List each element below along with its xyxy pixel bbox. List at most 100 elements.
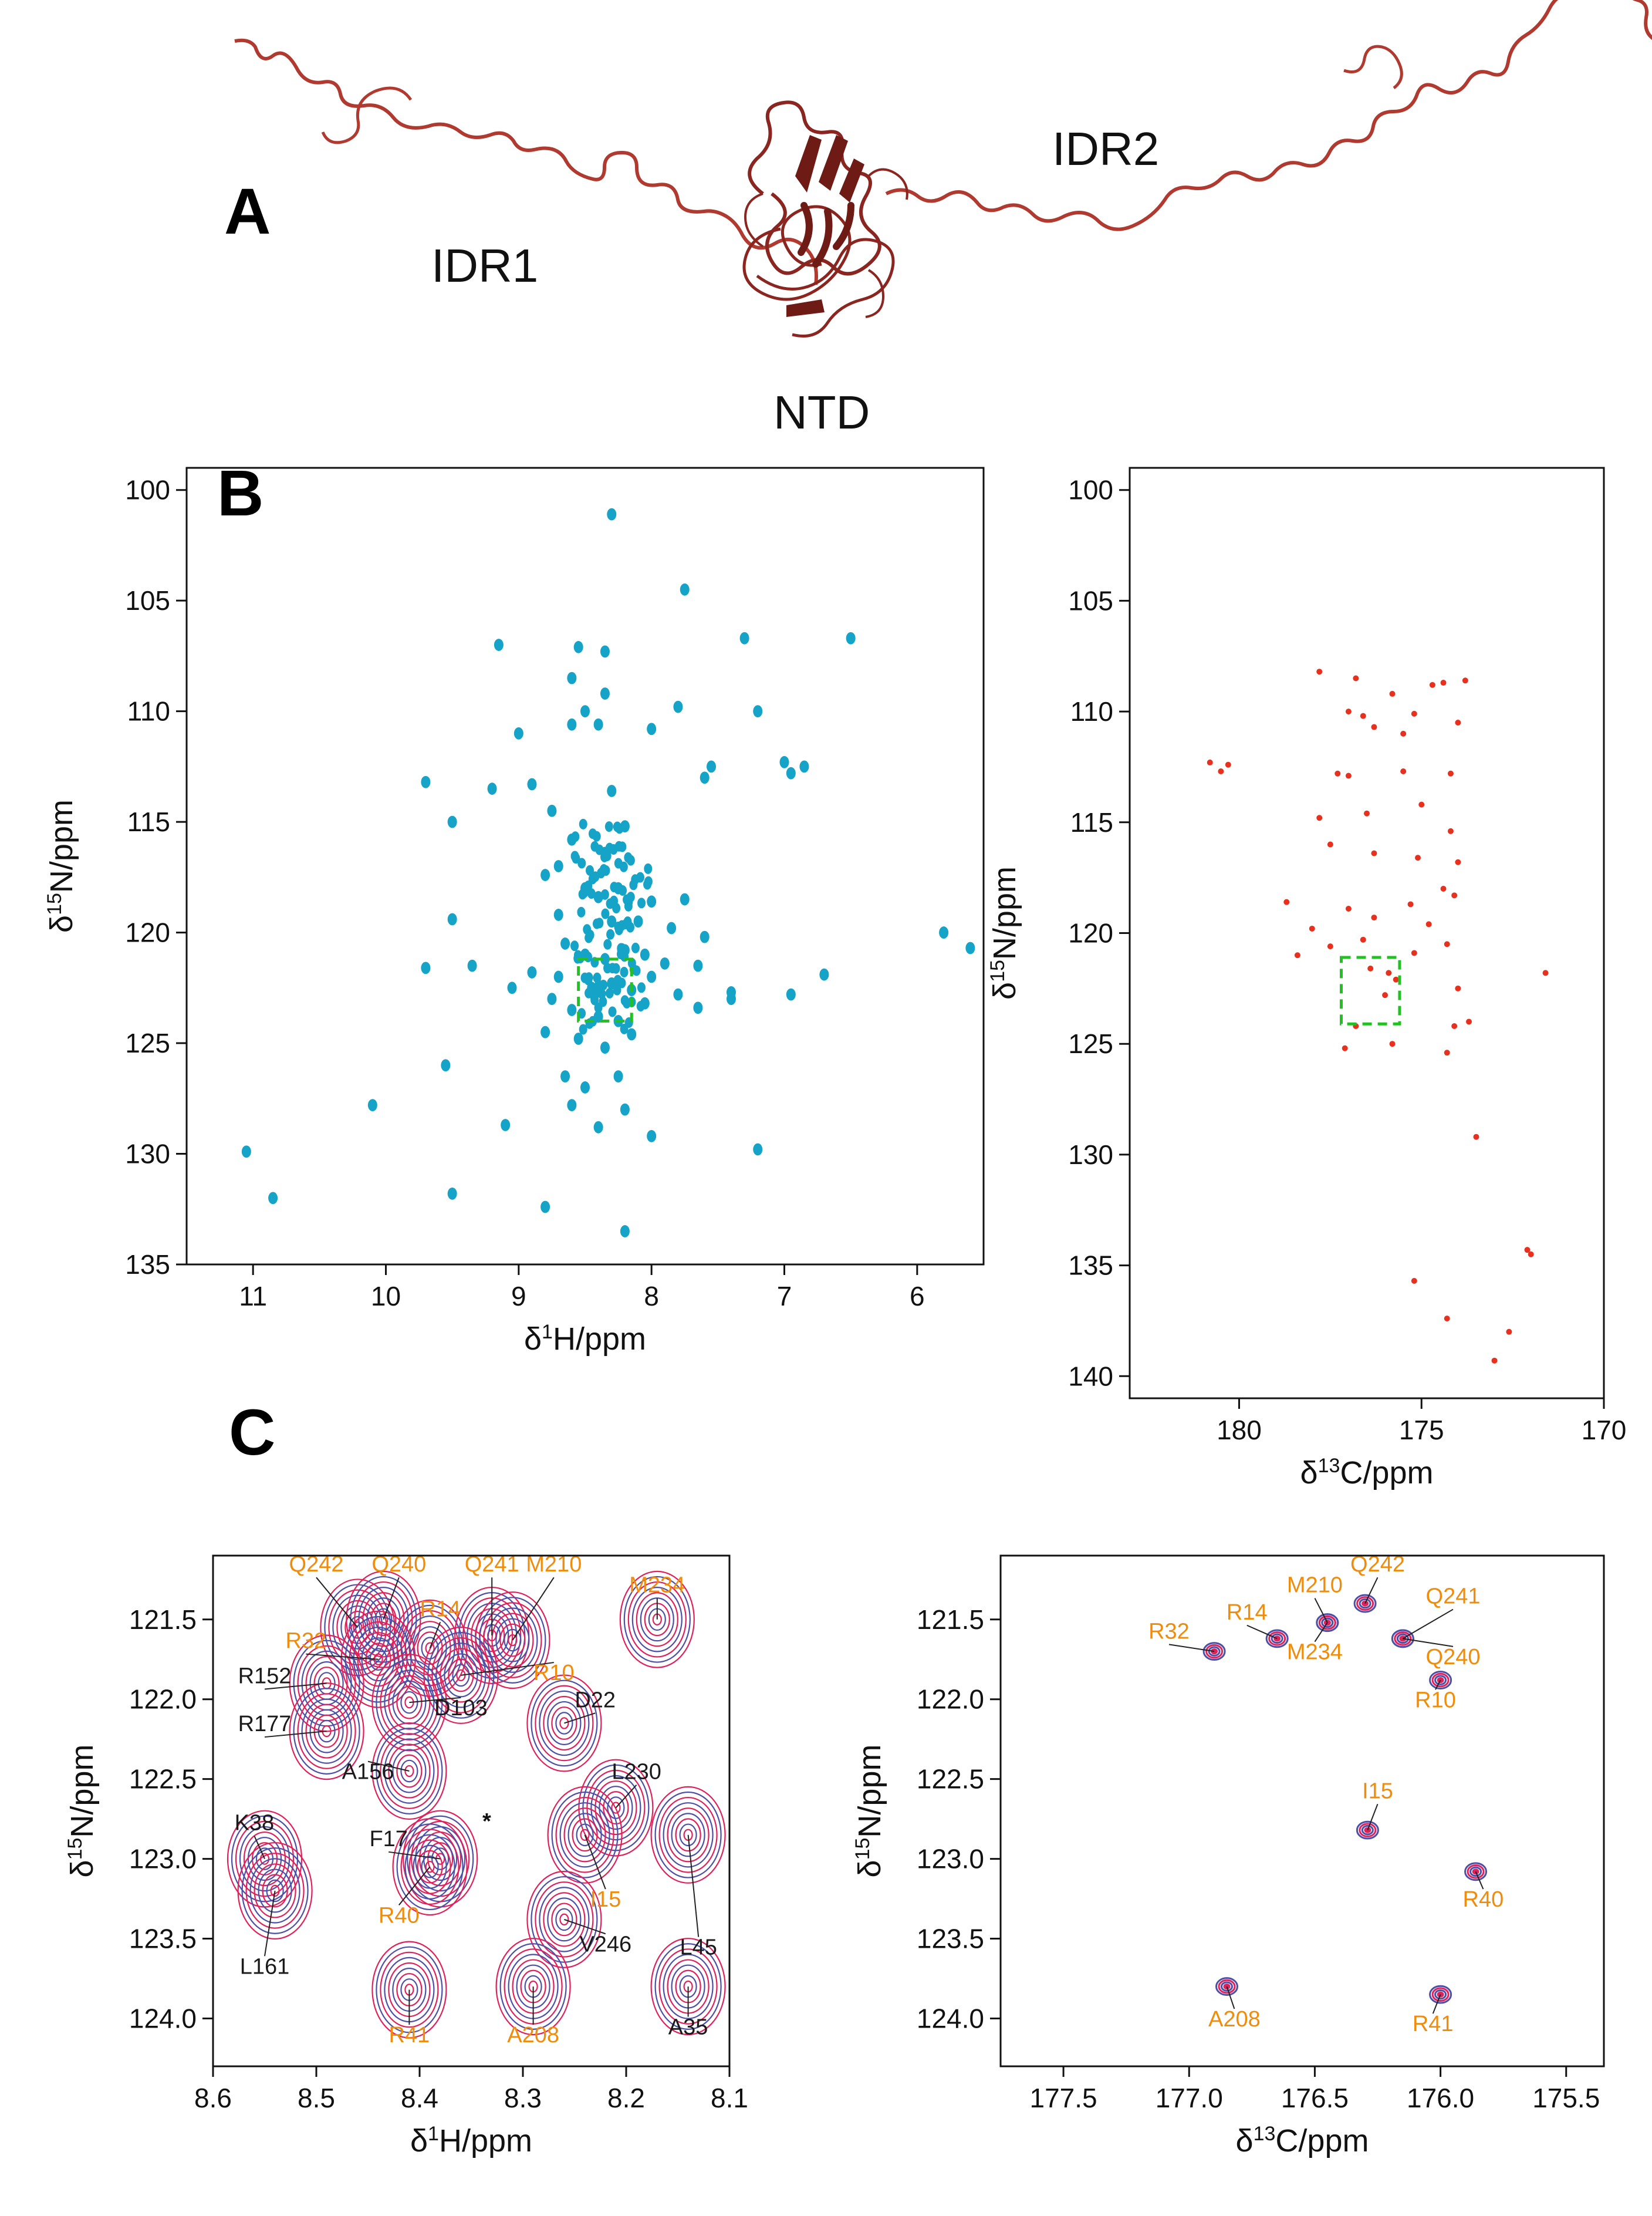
spectral-peak	[577, 906, 586, 918]
contour-ring	[539, 1887, 590, 1952]
contour-ring	[551, 1903, 577, 1937]
contour-ring	[417, 1631, 443, 1665]
contour-ring	[301, 1698, 352, 1764]
spectral-peak	[619, 885, 627, 896]
spectral-peak	[600, 889, 609, 900]
hnco-zoom-overlay: 177.5 177.0 176.5 176.0 175.5 121.5 122.0 122.5…	[852, 1552, 1605, 2158]
leader-line	[1435, 1679, 1441, 1690]
contour-ring	[555, 1712, 573, 1735]
spectral-peak	[580, 705, 590, 718]
leader-line	[398, 1866, 431, 1905]
spectral-peak	[607, 915, 617, 928]
ntd-fold	[742, 100, 908, 338]
spectral-peak	[1425, 921, 1432, 927]
contour-ring	[667, 1807, 710, 1863]
y-tick-label: 123.0	[129, 1844, 197, 1874]
spectral-peak	[1506, 1328, 1512, 1335]
contour-ring	[559, 1717, 569, 1729]
contour-ring	[376, 1946, 443, 2033]
idr1-chain	[234, 38, 818, 285]
spectral-peak	[624, 900, 633, 912]
spectral-peak	[620, 966, 629, 977]
spectral-peak	[680, 583, 690, 596]
x-tick-label: 8.5	[298, 2083, 335, 2113]
contour-ring	[539, 1690, 590, 1756]
contour-ring	[235, 1820, 295, 1897]
spectral-peak	[626, 892, 635, 903]
panel-a: A IDR1 IDR2 NTD	[224, 0, 1652, 439]
contour-peak	[547, 1786, 623, 1884]
contour-ring	[293, 1688, 360, 1775]
contour-ring	[599, 1786, 633, 1830]
leader-line	[1226, 1986, 1235, 2009]
peak-label: K38	[235, 1811, 275, 1836]
spectral-peak	[1371, 915, 1377, 921]
spectral-peak	[607, 784, 617, 797]
spectral-peak	[600, 1041, 610, 1054]
peak-label: A35	[668, 2015, 708, 2040]
spectral-peak	[601, 908, 610, 919]
contour-ring	[551, 1706, 577, 1740]
contour-ring	[371, 1941, 447, 2039]
contour-ring	[1359, 1598, 1371, 1609]
spectral-peak	[644, 863, 653, 874]
spectral-peak	[590, 841, 599, 852]
contour-ring	[400, 1759, 418, 1783]
plot-frame	[999, 1554, 1605, 2067]
contour-ring	[1221, 1981, 1233, 1992]
spectral-peak	[693, 1001, 703, 1014]
contour-ring	[487, 1607, 538, 1673]
peak-label: A156	[342, 1760, 394, 1785]
spectral-peak	[1447, 828, 1454, 834]
contour-ring	[499, 1623, 526, 1657]
contour-ring	[543, 1892, 586, 1947]
contour-ring	[543, 1695, 586, 1751]
y-tick-label: 110	[127, 696, 170, 727]
hsqc-spectrum: 11 10 9 8 7 6 100 105 110 115 120 125 130 135 δ1H/ppm δ…	[43, 467, 985, 1357]
spectral-peak	[1382, 992, 1389, 999]
contour-ring	[425, 1860, 435, 1873]
contour-ring	[380, 1733, 439, 1809]
y-tick-label: 105	[125, 585, 170, 616]
contour-ring	[658, 1796, 718, 1873]
spectral-peak	[606, 929, 615, 940]
contour-ring	[1434, 1675, 1447, 1685]
x-tick-label: 175	[1399, 1415, 1444, 1445]
spectral-peak	[1393, 976, 1399, 983]
spectral-peak	[571, 831, 580, 842]
spectral-peak	[586, 865, 594, 876]
x-tick-label: 177.0	[1156, 2083, 1223, 2113]
contour-ring	[340, 1610, 416, 1708]
contour-ring	[1396, 1633, 1409, 1644]
spectral-peak	[633, 915, 643, 928]
x-tick-label: 9	[511, 1281, 526, 1311]
contour-ring	[594, 1780, 637, 1836]
leader-line	[1364, 1577, 1379, 1604]
contour-ring	[371, 1654, 447, 1752]
contour-peak	[526, 1870, 602, 1968]
spectral-peak	[600, 687, 610, 700]
ntd-label: NTD	[773, 386, 870, 439]
idr2-chain	[885, 0, 1652, 231]
leader-line	[409, 1696, 461, 1704]
contour-ring	[384, 1738, 435, 1804]
spectral-peak	[547, 804, 557, 817]
x-tick-label: 176.0	[1407, 2083, 1474, 2113]
spectral-peak	[1524, 1247, 1531, 1253]
leader-line	[264, 1890, 276, 1957]
leader-line	[429, 1621, 441, 1649]
spectral-peak	[1451, 1023, 1458, 1029]
y-axis-title: δ15N/ppm	[43, 800, 79, 933]
spectral-peak	[1316, 815, 1323, 821]
peak-label: M234	[1287, 1640, 1343, 1665]
contour-ring	[631, 1587, 683, 1652]
spectral-peak	[1447, 770, 1454, 777]
spectral-peak	[567, 672, 577, 684]
panel-letter-b: B	[217, 457, 263, 529]
contour-ring	[362, 1592, 405, 1647]
contour-ring	[1208, 1646, 1221, 1657]
spectral-peak	[1466, 1018, 1472, 1025]
peak-label: L230	[612, 1760, 661, 1785]
contour-ring	[380, 1664, 439, 1741]
